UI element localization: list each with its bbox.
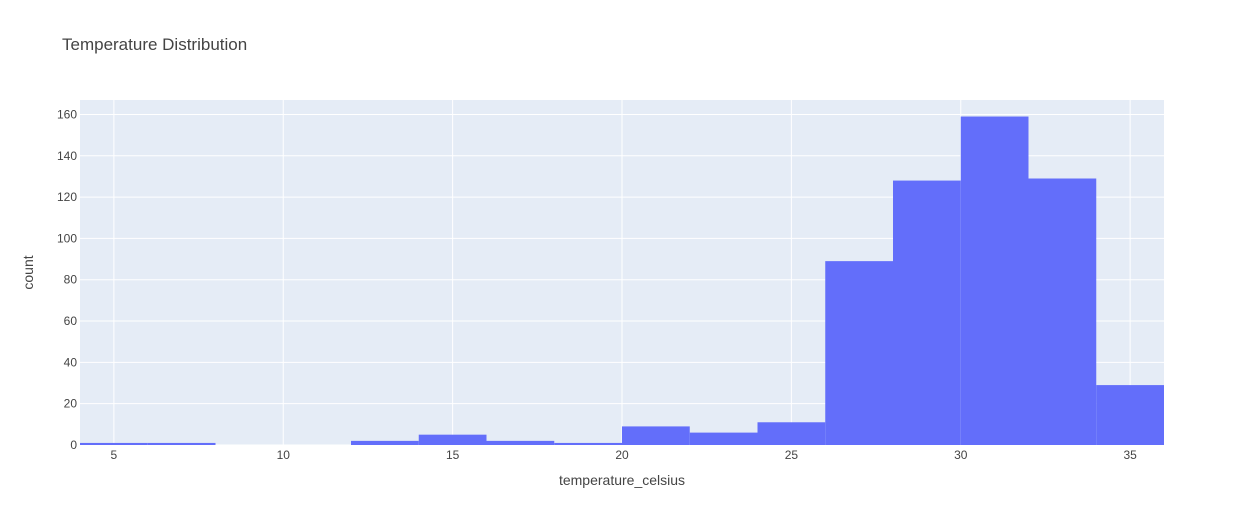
y-axis-title: count xyxy=(20,255,36,289)
histogram-bar xyxy=(1028,178,1097,445)
bars xyxy=(80,116,1164,446)
y-axis-ticks: 0 20 40 60 80 100 120 140 160 xyxy=(57,107,77,452)
x-tick-label: 15 xyxy=(446,448,460,462)
y-tick-label: 140 xyxy=(57,149,77,163)
y-tick-label: 160 xyxy=(57,107,77,121)
x-axis-title: temperature_celsius xyxy=(559,472,685,488)
histogram-bar xyxy=(893,180,961,446)
histogram-bar xyxy=(1096,385,1164,445)
x-tick-label: 20 xyxy=(615,448,629,462)
histogram-bar xyxy=(689,432,758,445)
y-tick-label: 100 xyxy=(57,231,77,245)
x-tick-label: 25 xyxy=(785,448,799,462)
histogram-bar xyxy=(757,422,826,445)
x-axis-ticks: 5 10 15 20 25 30 35 xyxy=(111,448,1138,462)
y-tick-label: 40 xyxy=(64,355,78,369)
histogram-bar xyxy=(486,440,555,445)
y-tick-label: 0 xyxy=(70,438,77,452)
histogram-bar xyxy=(80,442,148,445)
histogram-bar xyxy=(622,426,690,445)
histogram-bar xyxy=(554,442,622,445)
histogram-bar xyxy=(351,440,419,445)
histogram-bar xyxy=(418,434,487,445)
x-tick-label: 30 xyxy=(954,448,968,462)
y-tick-label: 60 xyxy=(64,314,78,328)
y-tick-label: 20 xyxy=(64,397,78,411)
histogram-bar xyxy=(960,116,1029,445)
y-tick-label: 120 xyxy=(57,190,77,204)
histogram-bar xyxy=(825,261,893,445)
histogram-bar xyxy=(147,442,216,445)
chart-title: Temperature Distribution xyxy=(62,35,247,54)
x-tick-label: 10 xyxy=(277,448,291,462)
x-tick-label: 5 xyxy=(111,448,118,462)
y-tick-label: 80 xyxy=(64,273,78,287)
x-tick-label: 35 xyxy=(1123,448,1137,462)
